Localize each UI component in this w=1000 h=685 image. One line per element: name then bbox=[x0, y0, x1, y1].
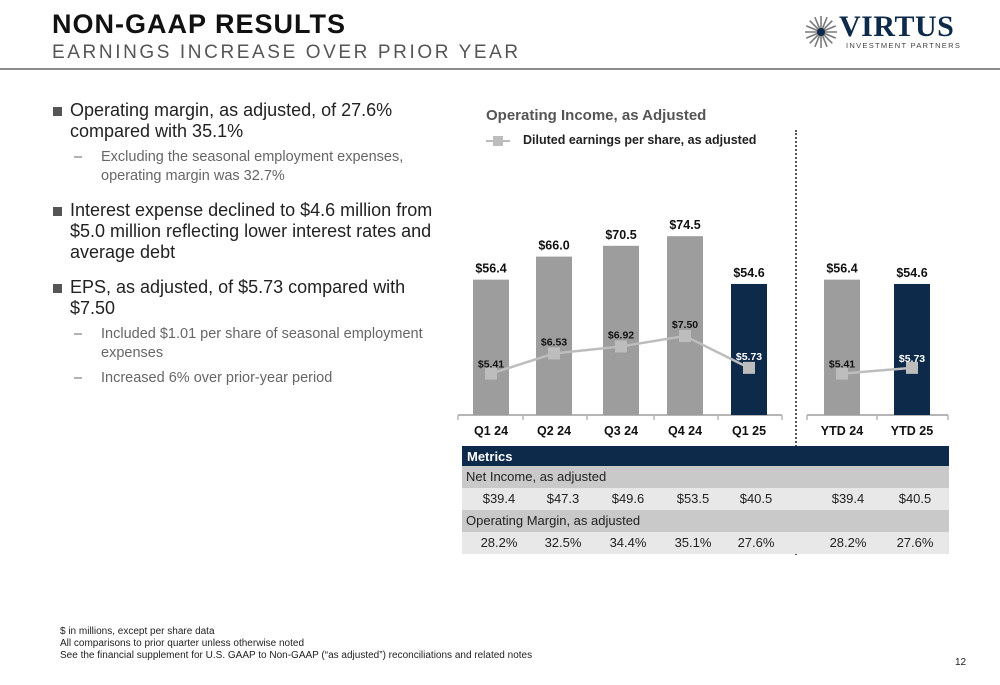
metrics-row-label: Net Income, as adjusted bbox=[462, 466, 949, 488]
eps-point bbox=[485, 367, 497, 380]
bar-value-label: $54.6 bbox=[896, 266, 927, 280]
sub-bullet-text: Increased 6% over prior-year period bbox=[101, 370, 333, 386]
bullet-square-icon bbox=[53, 207, 62, 216]
bar-value-label: $56.4 bbox=[475, 262, 506, 276]
eps-value-label: $6.92 bbox=[608, 329, 634, 341]
eps-point bbox=[615, 340, 627, 353]
metrics-header: Metrics bbox=[462, 446, 949, 466]
dash-icon: – bbox=[74, 326, 83, 342]
eps-value-label: $7.50 bbox=[672, 319, 698, 331]
operating-income-chart: $56.4 $66.0 $70.5 $74.5 $54.6 $56.4 $54.6 Q1 24… bbox=[457, 220, 949, 438]
bar-value-label: $70.5 bbox=[605, 228, 636, 242]
bullet-interest-expense: Interest expense declined to $4.6 millio… bbox=[50, 200, 450, 263]
page-subtitle: EARNINGS INCREASE OVER PRIOR YEAR bbox=[52, 42, 521, 63]
bullet-operating-margin: Operating margin, as adjusted, of 27.6% … bbox=[50, 100, 450, 142]
eps-value-label: $5.41 bbox=[829, 359, 855, 371]
eps-value-label: $5.73 bbox=[899, 353, 925, 365]
starburst-icon bbox=[805, 16, 837, 48]
metrics-values-row: 28.2% 32.5% 34.4% 35.1% 27.6% 28.2% 27.6… bbox=[462, 532, 949, 554]
bar-value-label: $54.6 bbox=[733, 266, 764, 280]
logo-tagline: INVESTMENT PARTNERS bbox=[846, 41, 962, 50]
table-cell: $39.4 bbox=[831, 491, 865, 506]
bar-ytd-24 bbox=[824, 279, 860, 415]
dash-icon: – bbox=[74, 370, 83, 386]
chart-title: Operating Income, as Adjusted bbox=[486, 107, 707, 124]
metrics-values-row: $39.4 $47.3 $49.6 $53.5 $40.5 $39.4 $40.… bbox=[462, 488, 949, 510]
sub-bullet-yoy-increase: – Increased 6% over prior-year period bbox=[50, 369, 450, 388]
table-cell: $40.5 bbox=[898, 491, 932, 506]
eps-value-label: $5.73 bbox=[736, 351, 762, 363]
table-cell: 28.2% bbox=[829, 535, 867, 550]
eps-point bbox=[906, 361, 918, 374]
table-cell: 34.4% bbox=[609, 535, 647, 550]
bullet-square-icon bbox=[53, 107, 62, 116]
metrics-row-label: Operating Margin, as adjusted bbox=[462, 510, 949, 532]
table-cell: $47.3 bbox=[546, 491, 580, 506]
metrics-table: Metrics Net Income, as adjusted $39.4 $4… bbox=[462, 446, 949, 554]
footnote: All comparisons to prior quarter unless … bbox=[60, 638, 305, 649]
table-cell: 27.6% bbox=[737, 535, 775, 550]
bar-value-label: $74.5 bbox=[669, 220, 700, 232]
company-logo: VIRTUS INVESTMENT PARTNERS bbox=[803, 10, 963, 53]
key-points: Operating margin, as adjusted, of 27.6% … bbox=[50, 100, 450, 394]
bar-q4-24 bbox=[667, 236, 703, 415]
table-cell: $53.5 bbox=[676, 491, 710, 506]
bar-q3-24 bbox=[603, 245, 639, 415]
table-cell: $39.4 bbox=[482, 491, 516, 506]
bullet-square-icon bbox=[53, 284, 62, 293]
eps-point bbox=[743, 361, 755, 374]
page-title: NON-GAAP RESULTS bbox=[52, 9, 347, 39]
eps-point bbox=[548, 347, 560, 360]
header-rule bbox=[0, 68, 1000, 70]
bar-q1-24 bbox=[473, 279, 509, 415]
logo-wordmark: VIRTUS bbox=[839, 10, 955, 43]
sub-bullet-text: Included $1.01 per share of seasonal emp… bbox=[101, 326, 423, 361]
sub-bullet-seasonal-eps: – Included $1.01 per share of seasonal e… bbox=[50, 325, 450, 363]
bullet-text: Operating margin, as adjusted, of 27.6% … bbox=[70, 100, 393, 141]
table-cell: 35.1% bbox=[674, 535, 712, 550]
bar-ytd-25 bbox=[894, 283, 930, 415]
footnotes: $ in millions, except per share data All… bbox=[60, 626, 532, 662]
eps-line-ytd bbox=[841, 366, 913, 375]
table-cell: 32.5% bbox=[544, 535, 582, 550]
bar-value-label: $56.4 bbox=[826, 262, 857, 276]
bullet-text: Interest expense declined to $4.6 millio… bbox=[70, 200, 433, 262]
x-tick-label: YTD 25 bbox=[891, 424, 933, 438]
table-cell: $49.6 bbox=[611, 491, 645, 506]
table-cell: $40.5 bbox=[739, 491, 773, 506]
bar-value-label: $66.0 bbox=[538, 239, 569, 253]
x-tick-label: Q4 24 bbox=[668, 424, 702, 438]
x-tick-label: Q2 24 bbox=[537, 424, 571, 438]
x-tick-label: Q1 24 bbox=[474, 424, 508, 438]
table-cell: 28.2% bbox=[480, 535, 518, 550]
footnote: $ in millions, except per share data bbox=[60, 626, 215, 637]
dash-icon: – bbox=[74, 149, 83, 165]
bar-q1-25 bbox=[731, 283, 767, 415]
bar-q2-24 bbox=[536, 256, 572, 415]
x-tick-label: Q3 24 bbox=[604, 424, 638, 438]
eps-value-label: $6.53 bbox=[541, 336, 567, 348]
x-tick-label: YTD 24 bbox=[821, 424, 863, 438]
eps-point bbox=[836, 367, 848, 380]
bullet-eps: EPS, as adjusted, of $5.73 compared with… bbox=[50, 277, 450, 319]
legend-label: Diluted earnings per share, as adjusted bbox=[523, 133, 757, 147]
sub-bullet-text: Excluding the seasonal employment expens… bbox=[101, 149, 404, 184]
page-number: 12 bbox=[955, 657, 967, 668]
sub-bullet-seasonal-margin: – Excluding the seasonal employment expe… bbox=[50, 148, 450, 186]
bullet-text: EPS, as adjusted, of $5.73 compared with… bbox=[70, 277, 406, 318]
eps-value-label: $5.41 bbox=[478, 359, 504, 371]
eps-point bbox=[679, 330, 691, 342]
table-cell: 27.6% bbox=[896, 535, 934, 550]
chart-legend: Diluted earnings per share, as adjusted bbox=[486, 133, 786, 149]
period-divider bbox=[795, 130, 797, 555]
footnote: See the financial supplement for U.S. GA… bbox=[60, 650, 533, 661]
legend-square-icon bbox=[493, 136, 503, 146]
x-tick-label: Q1 25 bbox=[732, 424, 766, 438]
